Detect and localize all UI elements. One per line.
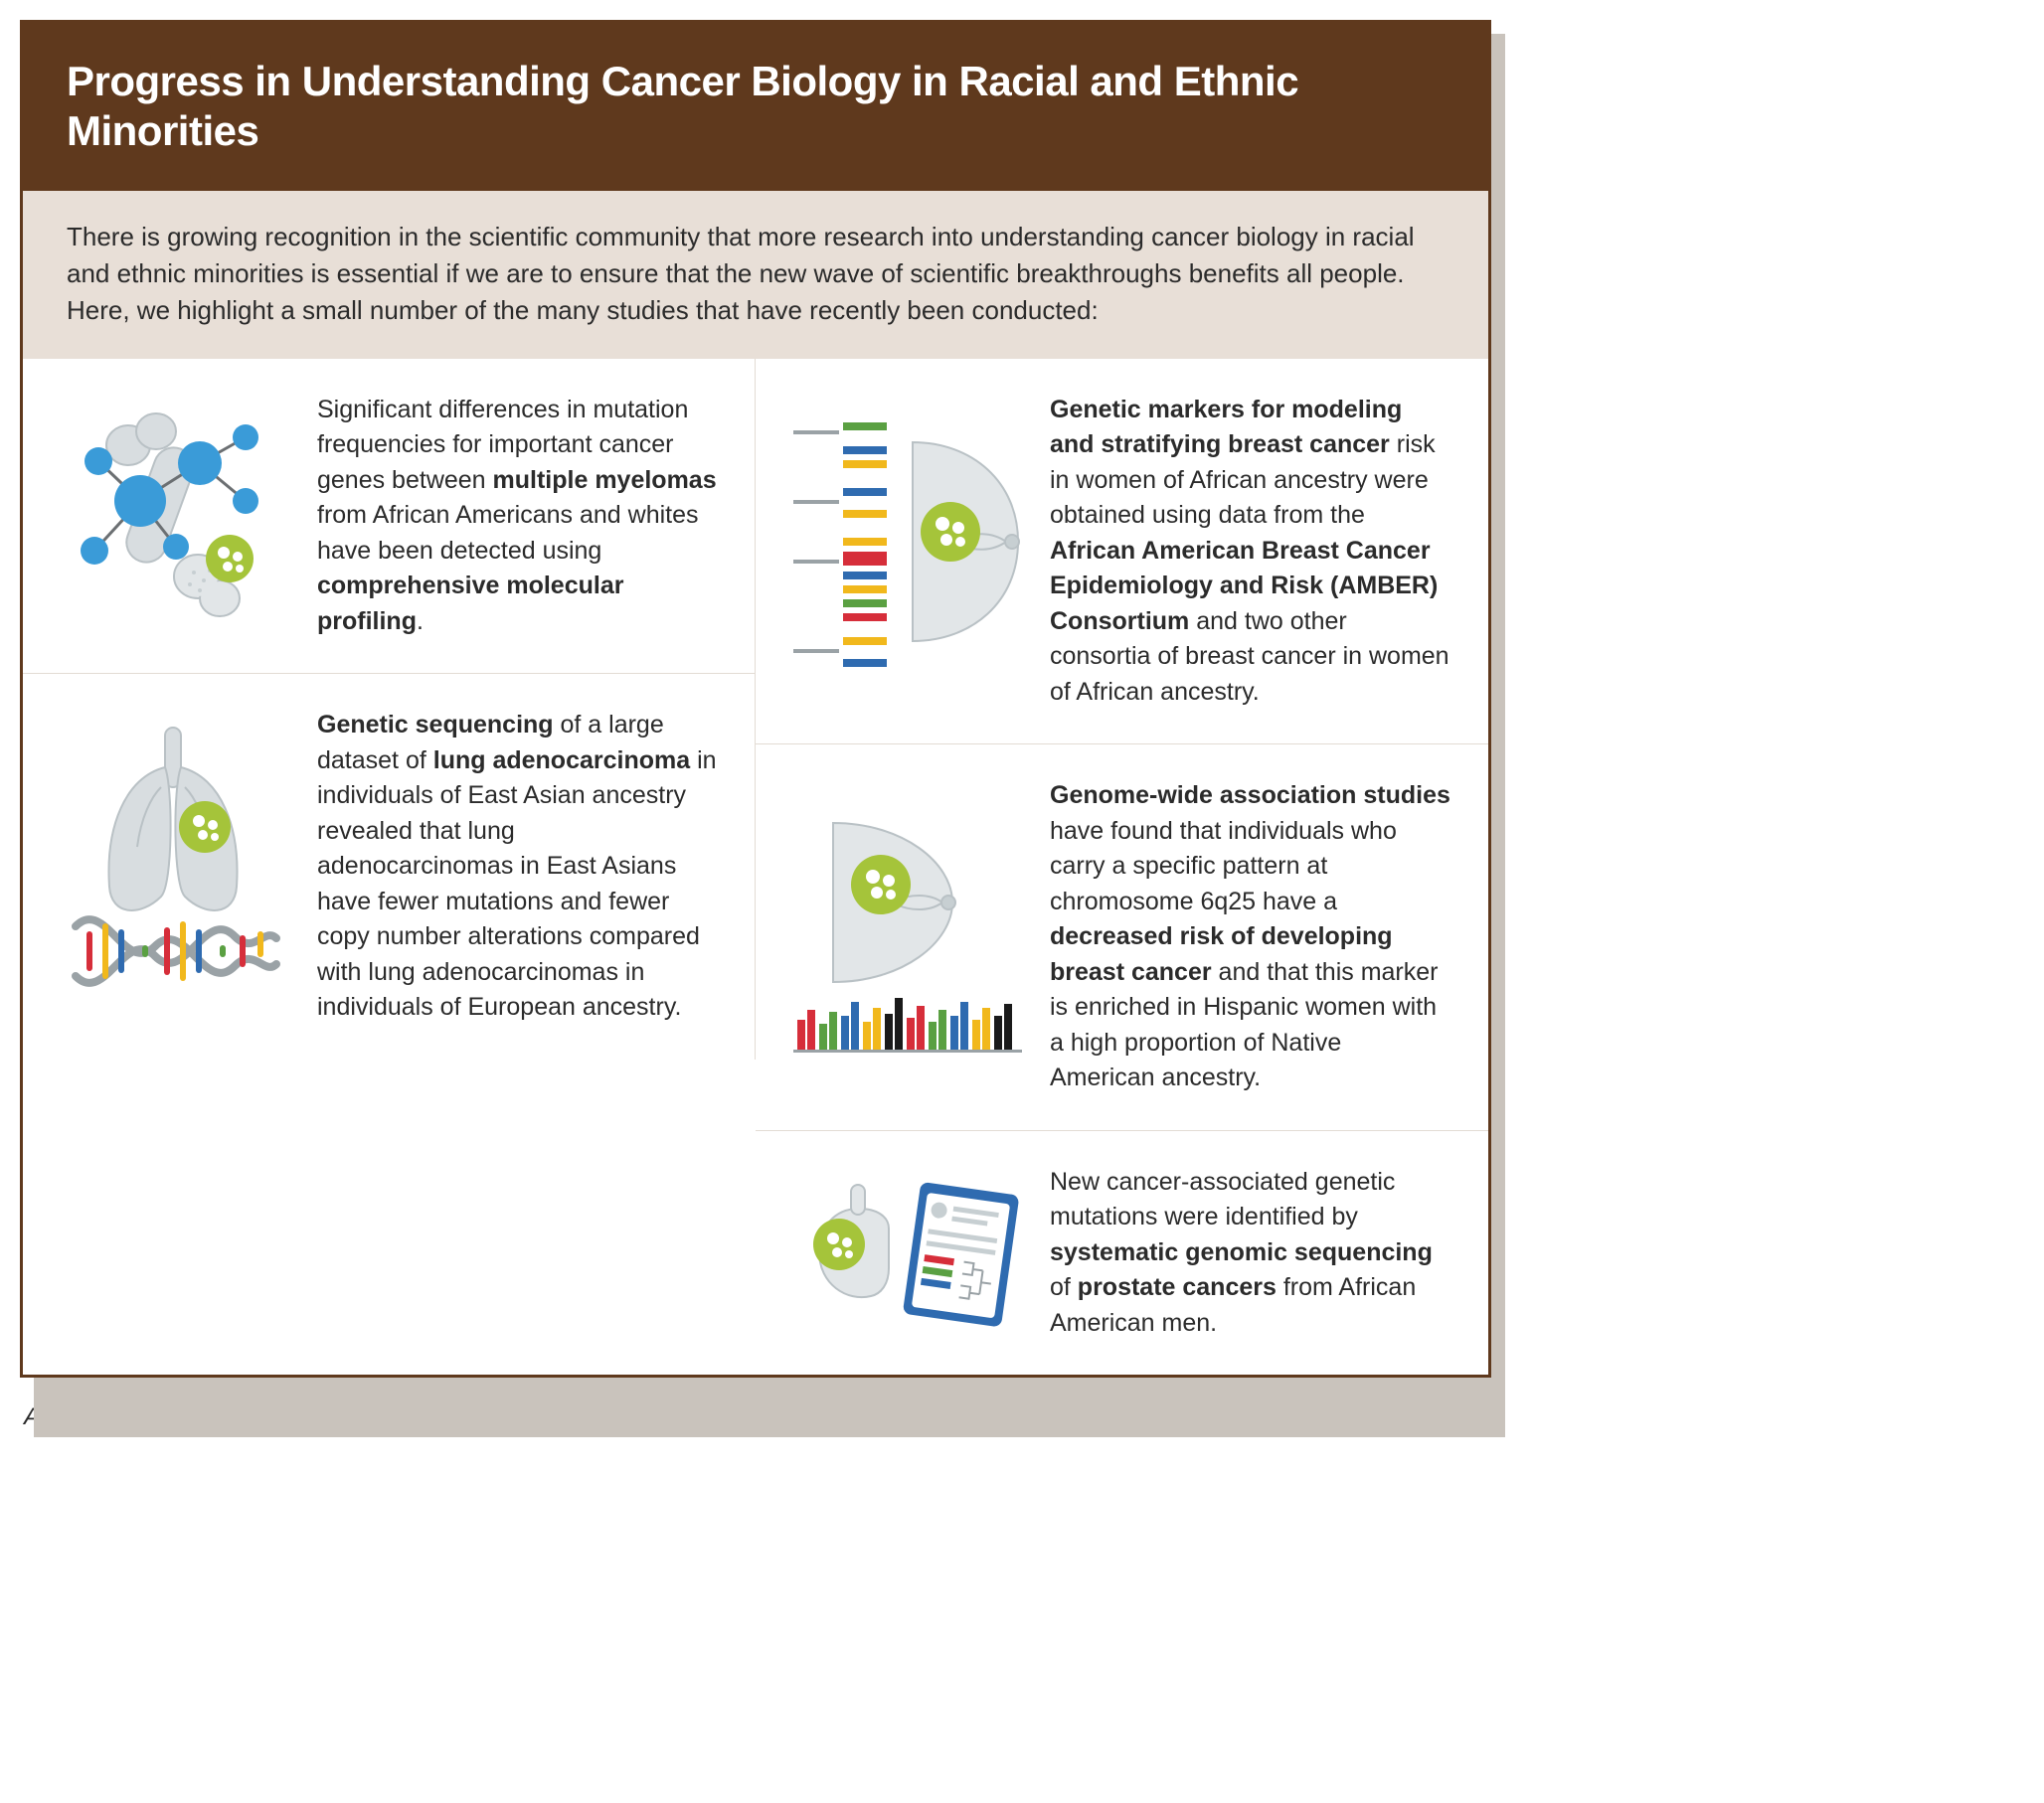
text: in individuals of East Asian ancestry re… — [317, 746, 717, 1022]
bone-molecule-icon — [61, 393, 289, 640]
bold: Genome-wide association studies — [1050, 781, 1450, 809]
bold: systematic genomic sequencing — [1050, 1238, 1433, 1266]
bold: Genetic markers for modeling and stratif… — [1050, 396, 1402, 459]
column-left: Significant differences in mutation freq… — [23, 359, 756, 1376]
cell-amber: Genetic markers for modeling and stratif… — [756, 359, 1488, 744]
bold: lung adenocarcinoma — [433, 746, 690, 774]
cell-gwas: Genome-wide association studies have fou… — [756, 743, 1488, 1130]
text: . — [417, 607, 424, 635]
infographic-title: Progress in Understanding Cancer Biology… — [67, 58, 1298, 154]
text: New cancer-associated genetic mutations … — [1050, 1168, 1395, 1231]
text: of — [1050, 1273, 1078, 1301]
infographic-panel: Progress in Understanding Cancer Biology… — [20, 20, 1491, 1378]
cell-gwas-text: Genome-wide association studies have fou… — [1050, 778, 1450, 1096]
lungs-dna-icon — [61, 708, 289, 1026]
cell-lung: Genetic sequencing of a large dataset of… — [23, 673, 756, 1060]
cell-lung-text: Genetic sequencing of a large dataset of… — [317, 708, 717, 1026]
prostate-report-icon — [793, 1165, 1022, 1342]
bold: comprehensive molecular profiling — [317, 572, 623, 635]
cell-amber-text: Genetic markers for modeling and stratif… — [1050, 393, 1450, 711]
bold: prostate cancers — [1078, 1273, 1277, 1301]
title-bar: Progress in Understanding Cancer Biology… — [23, 23, 1488, 191]
cell-myeloma: Significant differences in mutation freq… — [23, 359, 756, 674]
intro-text: There is growing recognition in the scie… — [23, 191, 1488, 359]
content-grid: Significant differences in mutation freq… — [23, 359, 1488, 1376]
cell-prostate: New cancer-associated genetic mutations … — [756, 1130, 1488, 1376]
column-right: Genetic markers for modeling and stratif… — [756, 359, 1488, 1376]
cell-myeloma-text: Significant differences in mutation freq… — [317, 393, 717, 640]
breast-sequence-icon — [793, 393, 1022, 711]
cell-prostate-text: New cancer-associated genetic mutations … — [1050, 1165, 1450, 1342]
infographic-container: Progress in Understanding Cancer Biology… — [20, 20, 1491, 1437]
text: have found that individuals who carry a … — [1050, 817, 1397, 915]
bold: multiple myelomas — [493, 466, 717, 494]
breast-manhattan-icon — [793, 778, 1022, 1096]
text: from African Americans and whites have b… — [317, 501, 699, 565]
bold: Genetic sequencing — [317, 711, 554, 738]
